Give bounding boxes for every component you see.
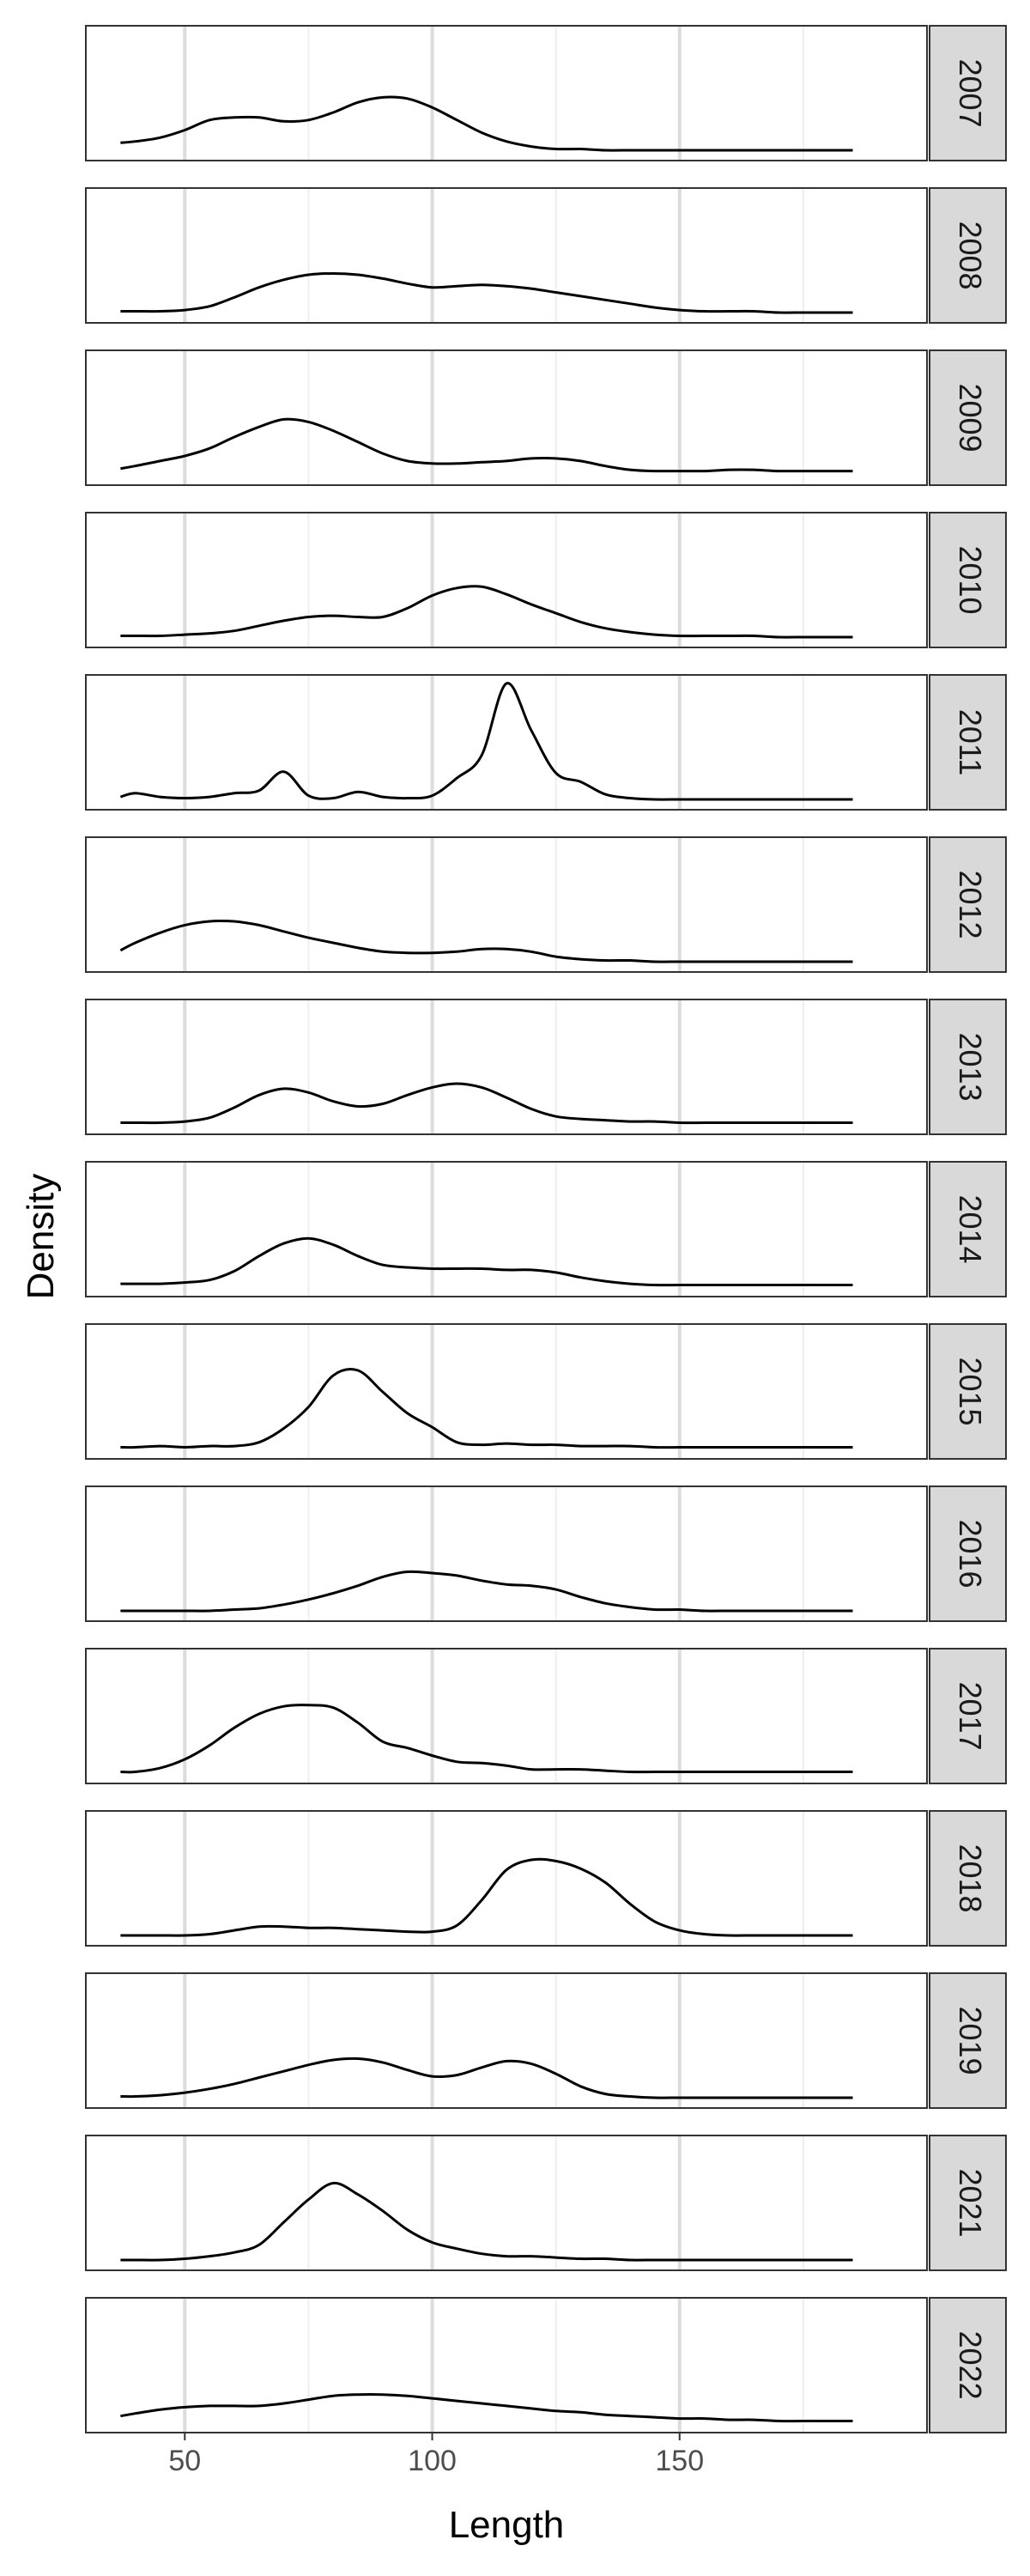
- panel-background: [86, 1486, 927, 1621]
- facet-panel: 2014: [85, 1161, 1007, 1297]
- facet-panel: 2011: [85, 674, 1007, 811]
- facet-strip-label: 2011: [953, 709, 988, 775]
- panel-background: [86, 188, 927, 323]
- panel-background: [86, 350, 927, 485]
- facet-panel: 2019: [85, 1972, 1007, 2109]
- facet-panel: 2015: [85, 1323, 1007, 1460]
- facet-strip: [929, 674, 1007, 811]
- panel-background: [86, 26, 927, 161]
- facet-strip-label: 2012: [953, 870, 988, 939]
- facet-strip-label: 2009: [953, 383, 988, 452]
- panel-background: [86, 675, 927, 810]
- density-curve: [120, 1368, 853, 1449]
- facet-panel: 2018: [85, 1810, 1007, 1947]
- panel-border: [85, 187, 928, 324]
- facet-panel: 2022: [85, 2297, 1007, 2433]
- facet-strip: [929, 25, 1007, 161]
- density-curve: [120, 1082, 853, 1125]
- facet-panel: 2012: [85, 836, 1007, 973]
- panel-border: [85, 999, 928, 1135]
- panel-border: [85, 1161, 928, 1297]
- facet-strip-label: 2018: [953, 1844, 988, 1912]
- panel-background: [86, 837, 927, 972]
- panel-background: [86, 2136, 927, 2270]
- density-curve: [119, 919, 853, 963]
- density-curve: [120, 272, 853, 314]
- density-curve: [120, 2393, 853, 2423]
- density-curve: [120, 1236, 853, 1287]
- panel-border: [85, 836, 928, 973]
- panel-background: [86, 1649, 927, 1783]
- facet-strip: [929, 1323, 1007, 1460]
- facet-strip-label: 2021: [953, 2168, 988, 2237]
- panel-border: [85, 512, 928, 648]
- panel-background: [86, 2298, 927, 2433]
- facet-strip-label: 2017: [953, 1681, 988, 1750]
- density-curve: [120, 585, 853, 639]
- facet-strip: [929, 512, 1007, 648]
- panel-border: [85, 1323, 928, 1460]
- facet-strip: [929, 187, 1007, 324]
- density-curve: [120, 95, 853, 152]
- facet-strip-label: 2016: [953, 1519, 988, 1588]
- density-curve: [119, 682, 853, 801]
- facet-strip: [929, 1648, 1007, 1784]
- facet-strip: [929, 1485, 1007, 1622]
- facet-panel: 2021: [85, 2135, 1007, 2271]
- panel-border: [85, 25, 928, 161]
- panel-border: [85, 1810, 928, 1947]
- panel-border: [85, 1485, 928, 1622]
- panel-background: [86, 513, 927, 647]
- facet-strip-label: 2014: [953, 1194, 988, 1263]
- facet-strip: [929, 836, 1007, 973]
- x-axis: 50 100 150: [168, 2433, 704, 2477]
- density-curve: [120, 2057, 853, 2099]
- facet-panel: 2009: [85, 349, 1007, 486]
- facet-strip: [929, 349, 1007, 486]
- panel-border: [85, 2297, 928, 2433]
- facet-strip-label: 2007: [953, 58, 988, 127]
- panel-background: [86, 1162, 927, 1297]
- facet-strip: [929, 2297, 1007, 2433]
- x-tick-label: 150: [655, 2445, 704, 2477]
- density-curve: [120, 1570, 853, 1613]
- density-curve: [120, 1857, 853, 1937]
- facet-panel: 2017: [85, 1648, 1007, 1784]
- facet-strip-label: 2008: [953, 221, 988, 289]
- facet-strip: [929, 1161, 1007, 1297]
- facet-panel: 2016: [85, 1485, 1007, 1622]
- panel-border: [85, 1972, 928, 2109]
- facet-panel: 2007: [85, 25, 1007, 161]
- y-axis-title: Density: [20, 1174, 62, 1300]
- facet-panel: 2008: [85, 187, 1007, 324]
- facet-strip-label: 2010: [953, 545, 988, 614]
- facet-strip: [929, 1972, 1007, 2109]
- facet-panel: 2013: [85, 999, 1007, 1135]
- facet-panels: 2007 2008 2009 2010 2011 2012 2013 2014 2015 2016…: [85, 25, 1007, 2433]
- facet-strip-label: 2013: [953, 1032, 988, 1101]
- facet-panel: 2010: [85, 512, 1007, 648]
- facet-strip: [929, 999, 1007, 1135]
- panel-border: [85, 2135, 928, 2271]
- x-tick-label: 100: [408, 2445, 457, 2477]
- density-curve: [120, 2181, 853, 2262]
- panel-background: [86, 999, 927, 1134]
- density-curve: [120, 417, 853, 473]
- facet-strip: [929, 2135, 1007, 2271]
- panel-border: [85, 1648, 928, 1784]
- density-curve: [120, 1704, 853, 1774]
- facet-strip-label: 2015: [953, 1357, 988, 1425]
- x-tick-label: 50: [168, 2445, 201, 2477]
- panel-border: [85, 349, 928, 486]
- panel-border: [85, 674, 928, 811]
- panel-background: [86, 1324, 927, 1459]
- x-axis-title: Length: [449, 2504, 565, 2546]
- facet-strip: [929, 1810, 1007, 1947]
- facet-strip-label: 2019: [953, 2006, 988, 2075]
- panel-background: [86, 1811, 927, 1946]
- facet-strip-label: 2022: [953, 2330, 988, 2399]
